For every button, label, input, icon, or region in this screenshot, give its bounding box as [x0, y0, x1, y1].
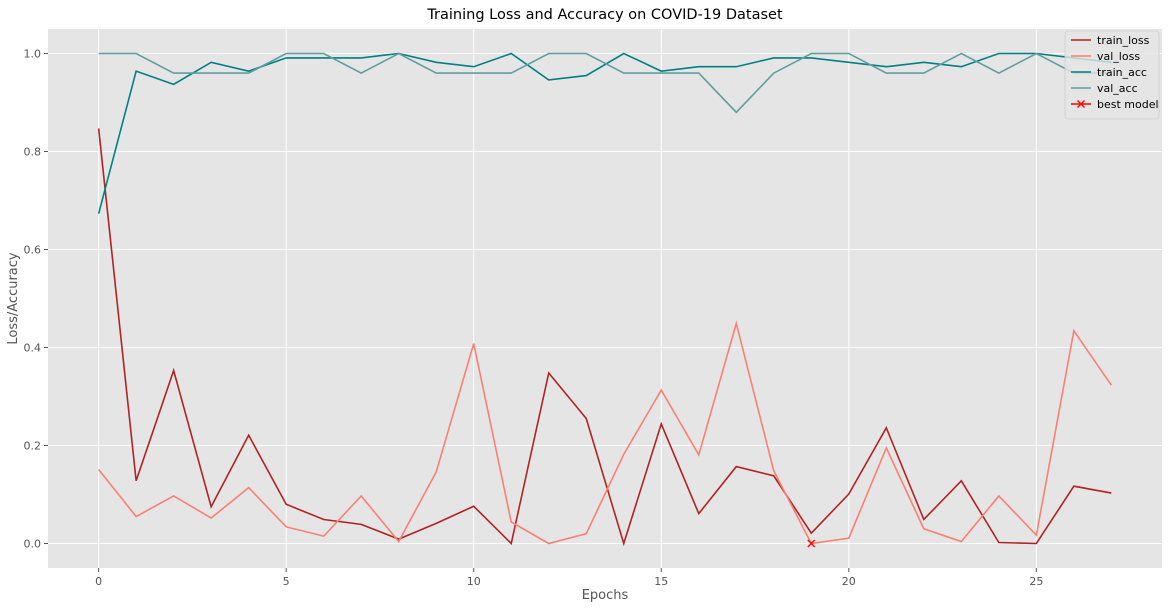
y-tick-label: 0.0 [24, 538, 42, 551]
legend-frame [1064, 30, 1160, 120]
legend-label: best model [1097, 98, 1159, 111]
y-tick-label: 0.6 [24, 244, 42, 257]
chart-title: Training Loss and Accuracy on COVID-19 D… [426, 7, 783, 23]
grid-layer [48, 29, 1162, 568]
series-line-train-loss [97, 128, 1112, 547]
x-tick-label: 15 [654, 575, 668, 588]
legend-item: train_acc [1071, 66, 1147, 79]
y-tick-label: 0.4 [24, 342, 42, 355]
tick-layer: 0 5 10 15 20 25 0.0 0.2 0.4 0.6 0.8 1.0 [24, 48, 1044, 589]
marker-layer [807, 539, 816, 548]
marker-best-model [807, 539, 816, 548]
x-tick-label: 10 [467, 575, 481, 588]
legend-item: val_loss [1071, 50, 1140, 63]
legend-item: best model [1071, 98, 1159, 111]
legend-label: val_acc [1097, 82, 1138, 95]
legend-label: train_acc [1097, 66, 1147, 79]
legend-label: val_loss [1097, 50, 1140, 63]
series-layer [97, 52, 1113, 547]
y-tick-label: 0.8 [24, 146, 42, 159]
plot-background [48, 29, 1162, 568]
x-tick-label: 5 [283, 575, 290, 588]
legend-item: train_loss [1071, 34, 1150, 47]
series-line-train-acc [97, 52, 1112, 214]
y-tick-label: 0.2 [24, 440, 42, 453]
x-tick-label: 25 [1029, 575, 1043, 588]
x-tick-label: 20 [842, 575, 856, 588]
y-tick-label: 1.0 [24, 48, 42, 61]
x-axis-label: Epochs [582, 588, 629, 603]
series-line-val-loss [98, 320, 1113, 545]
legend-label: train_loss [1097, 34, 1150, 47]
x-tick-label: 0 [95, 575, 102, 588]
y-axis-label: Loss/Accuracy [6, 252, 21, 345]
series-line-val-acc [98, 52, 1112, 114]
legend-item: val_acc [1071, 82, 1138, 95]
